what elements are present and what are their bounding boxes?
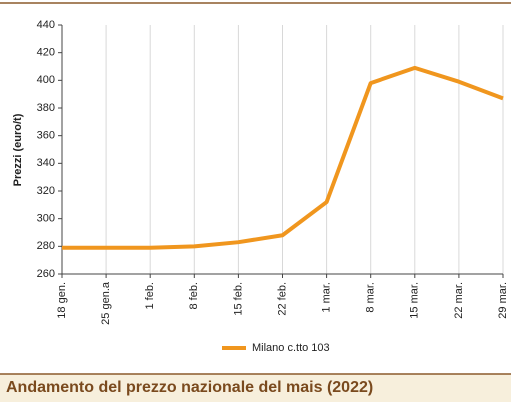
x-tick-label: 8 mar. [365, 282, 377, 313]
x-tick-label: 22 feb. [276, 282, 288, 316]
legend-label: Milano c.tto 103 [252, 342, 330, 354]
x-tick-label: 15 mar. [409, 282, 421, 319]
y-tick-label: 420 [37, 47, 55, 59]
y-tick-label: 380 [37, 102, 55, 114]
series-line [62, 65, 504, 250]
x-tick-label: 22 mar. [453, 282, 465, 319]
y-tick-label: 320 [37, 185, 55, 197]
x-tick-label: 1 feb. [144, 282, 156, 310]
chart-title: Andamento del prezzo nazionale del mais … [6, 379, 373, 396]
x-tick-label: 15 feb. [232, 282, 244, 316]
y-tick-label: 400 [37, 74, 55, 86]
y-tick-label: 300 [37, 213, 55, 225]
y-tick-label: 360 [37, 130, 55, 142]
y-axis-label: Prezzi (euro/t) [12, 113, 24, 186]
y-tick-label: 440 [37, 19, 55, 31]
y-tick-label: 340 [37, 157, 55, 169]
y-tick-label: 260 [37, 268, 55, 280]
title-band [0, 374, 511, 402]
x-tick-label: 1 mar. [321, 282, 333, 313]
x-tick-label: 29 mar. [497, 282, 509, 319]
x-tick-label: 8 feb. [188, 282, 200, 310]
x-tick-label: 25 gen.a [100, 281, 112, 325]
x-tick-label: 18 gen. [56, 282, 68, 319]
y-tick-label: 280 [37, 240, 55, 252]
